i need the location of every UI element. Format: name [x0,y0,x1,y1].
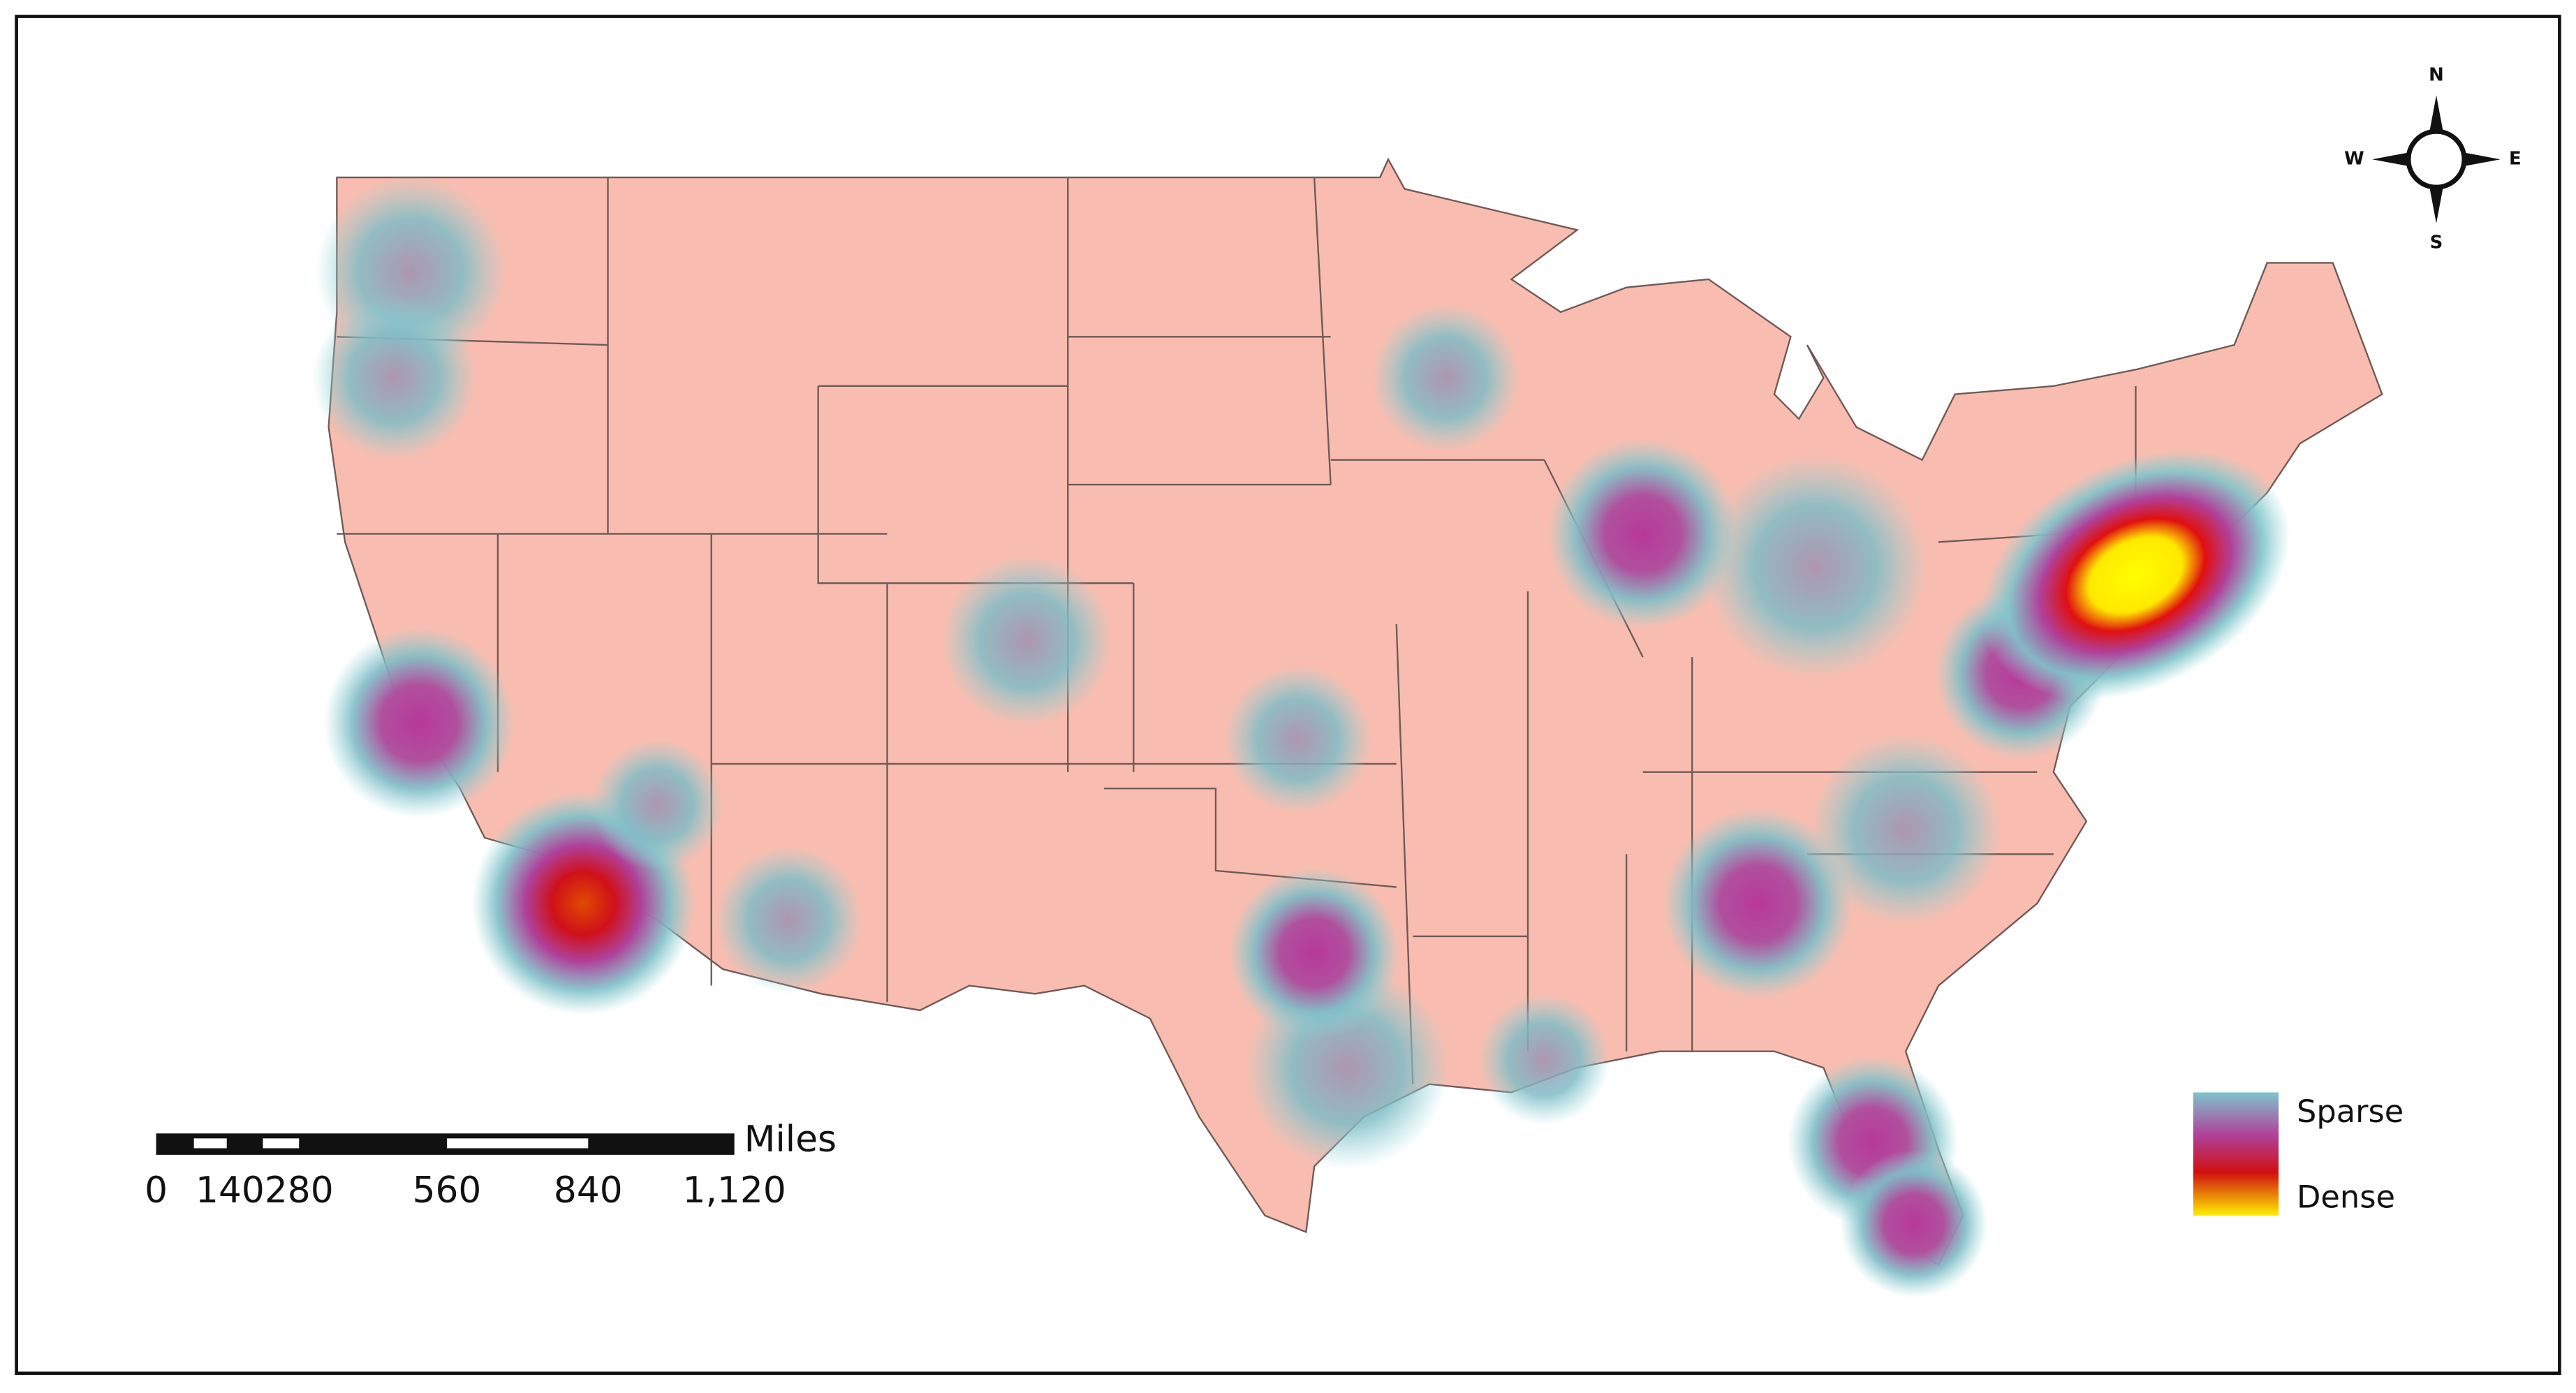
compass-north: N [2429,65,2444,86]
compass-west: W [2344,149,2364,170]
scale-label: 140 [196,1170,265,1211]
legend-ramp [2193,1092,2279,1216]
compass-east: E [2509,149,2522,170]
compass-south: S [2430,233,2443,253]
legend-low: Sparse [2297,1093,2404,1130]
scale-label: 1,120 [683,1170,786,1211]
scale-bar: Miles 0 140 280 560 840 1,120 [145,1119,837,1211]
scale-label: 840 [554,1170,623,1211]
scale-label: 0 [145,1170,168,1211]
legend-high: Dense [2297,1179,2395,1215]
scale-label: 280 [265,1170,334,1211]
legend: Sparse Dense [2193,1092,2404,1216]
heat-density [312,175,2290,1298]
scale-unit: Miles [744,1119,837,1160]
scale-label: 560 [413,1170,482,1211]
compass: N S W E [2344,65,2522,253]
